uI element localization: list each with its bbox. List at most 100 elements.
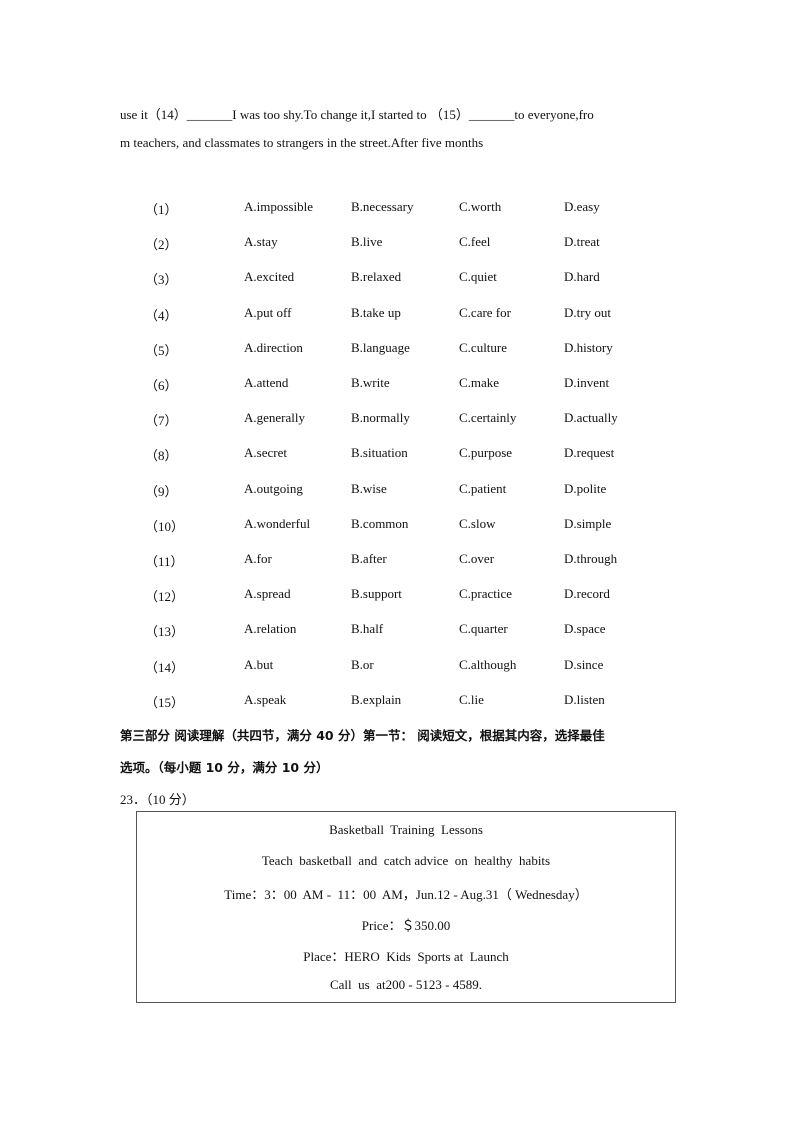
question-number: （10） [145, 518, 185, 534]
option-b: B.relaxed [351, 269, 402, 285]
option-d: D.simple [564, 515, 612, 531]
section-heading-cont: 选项。（每小题 10 分，满分 10 分） [120, 760, 329, 775]
option-d: D.easy [564, 199, 600, 214]
option-c: C.purpose [459, 445, 513, 461]
option-b: B.explain [351, 691, 402, 707]
ad-call: Call us at200 - 5123 - 4589. [329, 977, 482, 992]
option-row: （10） A.wonderful B.common C.slow D.simple [0, 516, 794, 536]
option-a: A.secret [244, 445, 287, 461]
option-c: C.care for [459, 304, 511, 320]
option-d: D.hard [564, 269, 600, 285]
option-c: C.slow [459, 515, 496, 531]
passage-line-1: use it（14）_______I was too shy.To change… [120, 107, 594, 122]
option-a: A.generally [244, 410, 306, 426]
option-d: D.request [564, 445, 615, 461]
option-a: A.impossible [244, 199, 313, 214]
ad-time: Time：3：00 AM - 11：00 AM，Jun.12 - Aug.31（… [224, 887, 588, 902]
option-c: C.over [459, 551, 495, 566]
option-d: D.through [564, 551, 618, 566]
option-a: A.excited [244, 269, 295, 285]
advertisement-box: Basketball Training Lessons Teach basket… [136, 811, 676, 1003]
option-row: （2） A.stay B.live C.feel D.treat [0, 234, 794, 254]
question-number: （14） [145, 659, 185, 675]
question-number: （7） [145, 413, 178, 429]
option-d: D.actually [564, 410, 618, 426]
ad-subtitle: Teach basketball and catch advice on hea… [261, 853, 551, 868]
option-c: C.certainly [459, 410, 517, 426]
option-b: B.necessary [351, 199, 414, 214]
option-d: D.try out [564, 304, 611, 320]
ad-price: Price：＄350.00 [361, 918, 451, 933]
question-number: （4） [145, 307, 178, 323]
option-row: （1） A.impossible B.necessary C.worth D.easy [0, 199, 794, 219]
option-a: A.stay [244, 234, 278, 250]
option-b: B.wise [351, 480, 387, 496]
option-row: （14） A.but B.or C.although D.since [0, 657, 794, 677]
option-row: （3） A.excited B.relaxed C.quiet D.hard [0, 269, 794, 289]
ad-title: Basketball Training Lessons [329, 822, 483, 837]
option-d: D.space [564, 621, 606, 637]
option-b: B.support [351, 586, 402, 602]
option-d: D.invent [564, 375, 610, 390]
option-row: （9） A.outgoing B.wise C.patient D.polite [0, 481, 794, 501]
option-a: A.direction [244, 339, 303, 355]
option-d: D.treat [564, 234, 600, 250]
section-heading: 第三部分 阅读理解（共四节，满分 40 分）第一节： 阅读短文，根据其内容，选择… [120, 728, 605, 743]
option-c: C.feel [459, 234, 491, 250]
option-a: A.wonderful [244, 515, 311, 531]
option-b: B.take up [351, 304, 401, 320]
option-a: A.for [244, 551, 272, 566]
option-c: C.practice [459, 586, 513, 602]
option-a: A.relation [244, 621, 297, 637]
question-number: （12） [145, 589, 185, 605]
question-number: （6） [145, 378, 178, 393]
ad-place: Place：HERO Kids Sports at Launch [303, 949, 509, 964]
option-row: （12） A.spread B.support C.practice D.record [0, 586, 794, 606]
option-a: A.spread [244, 586, 291, 602]
question-number: （11） [145, 554, 184, 569]
option-row: （4） A.put off B.take up C.care for D.try out [0, 305, 794, 325]
question-number: （13） [145, 624, 185, 640]
option-c: C.quiet [459, 269, 497, 285]
option-c: C.make [459, 375, 500, 390]
option-row: （8） A.secret B.situation C.purpose D.request [0, 445, 794, 465]
option-c: C.worth [459, 199, 502, 214]
question-number: （5） [145, 342, 178, 358]
option-d: D.polite [564, 480, 607, 496]
option-b: B.live [351, 234, 383, 250]
option-d: D.since [564, 656, 604, 672]
option-c: C.although [459, 656, 517, 672]
question-number: 23．（10 分） [120, 792, 195, 807]
option-b: B.common [351, 515, 409, 531]
option-b: B.language [351, 339, 410, 355]
option-b: B.write [351, 375, 390, 390]
option-row: （6） A.attend B.write C.make D.invent [0, 375, 794, 395]
option-a: A.but [244, 656, 274, 672]
question-number: （2） [145, 237, 178, 253]
option-a: A.put off [244, 304, 292, 320]
question-number: （15） [145, 694, 185, 710]
option-row: （11） A.for B.after C.over D.through [0, 551, 794, 571]
question-number: （8） [145, 448, 178, 464]
question-number: （3） [145, 272, 178, 288]
passage-line-2: m teachers, and classmates to strangers … [120, 135, 484, 150]
option-d: D.record [564, 586, 610, 602]
option-d: D.listen [564, 691, 605, 707]
option-d: D.history [564, 339, 613, 355]
option-a: A.outgoing [244, 480, 303, 496]
option-c: C.patient [459, 480, 507, 496]
option-b: B.half [351, 621, 384, 637]
question-number: （1） [145, 202, 178, 217]
option-c: C.culture [459, 339, 508, 355]
option-b: B.situation [351, 445, 408, 461]
option-a: A.attend [244, 375, 289, 390]
option-b: B.after [351, 551, 387, 566]
option-c: C.lie [459, 691, 484, 707]
option-b: B.normally [351, 410, 410, 426]
option-a: A.speak [244, 691, 287, 707]
option-row: （15） A.speak B.explain C.lie D.listen [0, 692, 794, 712]
option-row: （5） A.direction B.language C.culture D.histo… [0, 340, 794, 360]
option-c: C.quarter [459, 621, 508, 637]
option-b: B.or [351, 656, 374, 672]
option-row: （7） A.generally B.normally C.certainly D.act… [0, 410, 794, 430]
